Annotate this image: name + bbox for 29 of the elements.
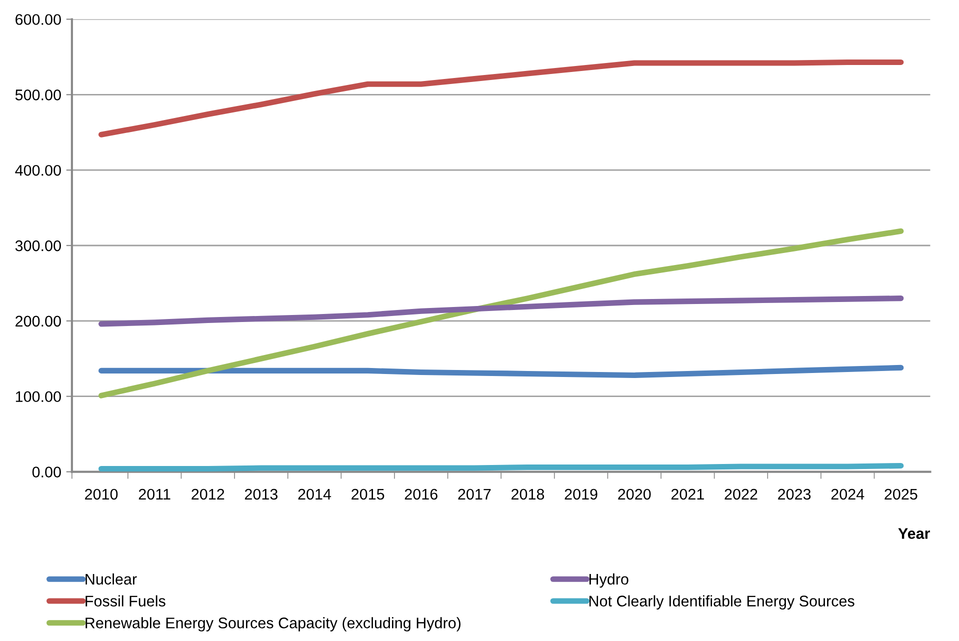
x-tick-label: 2018 [512,488,544,500]
x-tick-label: 2022 [724,488,758,500]
x-tick-label: 2024 [831,488,864,500]
x-tick-label: 2019 [564,488,598,500]
x-tick-label: 2025 [884,488,918,500]
legend-label: Nuclear [86,573,137,585]
y-tick-label: 400.00 [15,164,61,176]
x-tick-label: 2010 [85,488,118,500]
y-tick-label: 0.00 [32,466,61,478]
x-tick-label: 2013 [244,488,278,500]
legend-label: Renewable Energy Sources Capacity (excluding Hydro) [86,617,460,632]
x-tick-label: 2020 [618,488,651,500]
y-tick-label: 100.00 [16,391,61,402]
legend-label: Hydro [589,573,628,588]
y-tick-label: 200.00 [16,316,61,327]
x-axis-title: Year [898,528,930,539]
x-tick-label: 2011 [138,488,170,500]
y-tick-label: 300.00 [15,240,61,252]
y-tick-label: 500.00 [15,90,61,100]
x-tick-label: 2012 [192,488,224,500]
x-tick-label: 2016 [404,488,438,500]
x-tick-label: 2014 [298,488,332,500]
x-tick-label: 2021 [671,488,704,500]
y-tick-label: 600.00 [16,14,61,25]
legend-label: Fossil Fuels [86,595,166,606]
x-tick-label: 2023 [778,488,811,500]
legend-label: Not Clearly Identifiable Energy Sources [589,595,854,610]
x-tick-label: 2017 [458,488,491,500]
x-tick-label: 2015 [352,488,384,500]
